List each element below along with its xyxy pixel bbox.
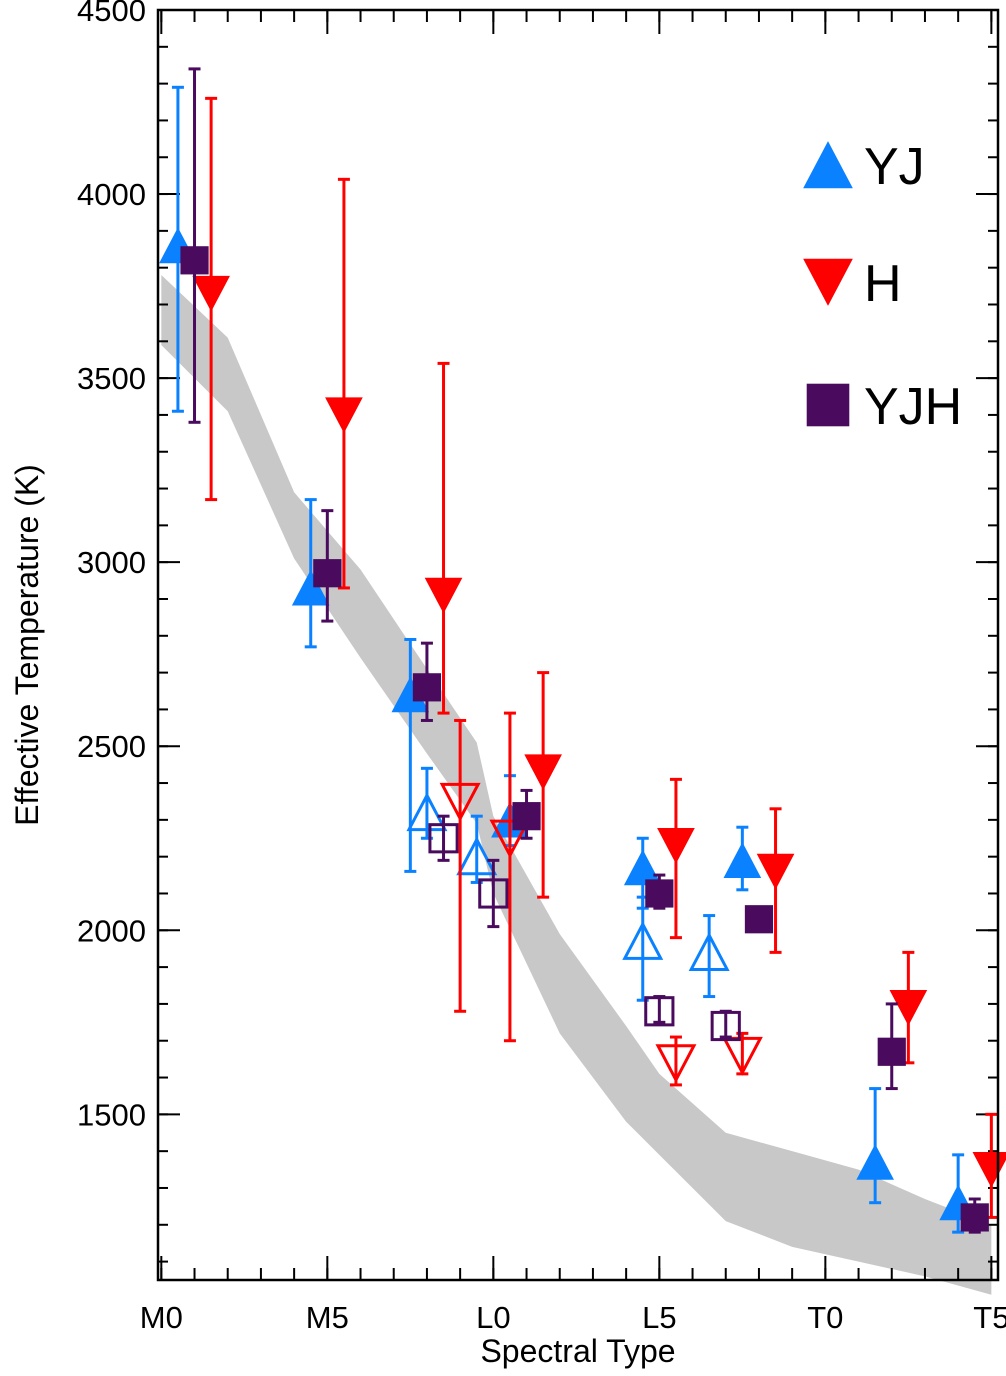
- y-tick-label: 1500: [77, 1097, 146, 1132]
- data-points-layer: [159, 67, 1006, 1234]
- marker-triangle-up: [623, 849, 662, 886]
- data-point-yjh: [412, 641, 442, 722]
- data-point-h: [192, 96, 230, 502]
- data-point-yjh: [710, 1009, 741, 1042]
- x-tick-label: M0: [140, 1300, 183, 1335]
- y-tick-label: 2500: [77, 729, 146, 764]
- legend-label: YJ: [864, 138, 925, 196]
- data-point-h: [424, 361, 463, 715]
- data-point-h: [889, 950, 928, 1065]
- data-point-h: [972, 1112, 1006, 1219]
- data-point-yj: [856, 1087, 894, 1205]
- x-tick-label: L0: [476, 1300, 510, 1335]
- data-point-yjh: [744, 905, 774, 934]
- legend-label: H: [864, 255, 902, 313]
- temperature-band-layer: [161, 275, 992, 1295]
- marker-triangle-up: [856, 1144, 894, 1180]
- data-point-yjh: [960, 1197, 989, 1234]
- data-point-h: [655, 1035, 697, 1087]
- data-point-h: [657, 777, 695, 940]
- marker-triangle-up: [406, 792, 448, 832]
- legend-label: YJH: [864, 378, 962, 436]
- data-point-h: [524, 671, 562, 899]
- axis-ticks-layer: M0 M5 L0 L5 T0 T5 1500 2000 2500 3000 3500 4000 4500: [77, 0, 1006, 1335]
- marker-triangle-up: [456, 836, 498, 876]
- y-axis-title: Effective Temperature (K): [9, 464, 45, 826]
- data-point-yjh: [478, 858, 509, 929]
- marker-triangle-down: [972, 1151, 1006, 1188]
- marker-square: [644, 996, 675, 1027]
- data-point-yjh: [512, 788, 541, 840]
- y-tick-label: 4500: [77, 0, 146, 28]
- legend-entry-yj: YJ: [803, 138, 925, 196]
- marker-square: [428, 823, 459, 854]
- data-point-yj: [406, 766, 448, 840]
- data-point-h: [439, 718, 481, 1013]
- marker-triangle-up: [688, 932, 730, 971]
- marker-square: [877, 1037, 906, 1066]
- legend-marker-triangle-down: [803, 258, 853, 306]
- data-point-h: [721, 1031, 763, 1076]
- plot-frame: [156, 8, 1000, 1282]
- data-point-yjh: [313, 509, 342, 623]
- legend-entry-h: H: [803, 255, 902, 313]
- marker-square: [313, 559, 342, 588]
- x-tick-label: T0: [807, 1300, 843, 1335]
- marker-square: [180, 246, 209, 275]
- temperature-band: [161, 275, 992, 1295]
- marker-triangle-down: [721, 1036, 763, 1076]
- y-tick-label: 3000: [77, 545, 146, 580]
- marker-triangle-up: [723, 842, 762, 878]
- y-tick-label: 3500: [77, 361, 146, 396]
- marker-triangle-up: [291, 569, 330, 606]
- y-tick-label: 2000: [77, 913, 146, 948]
- data-point-yjh: [877, 1002, 906, 1091]
- x-axis-title: Spectral Type: [480, 1333, 675, 1369]
- marker-triangle-down: [756, 853, 795, 890]
- data-point-yjh: [644, 995, 675, 1027]
- marker-square: [478, 878, 509, 909]
- marker-square: [744, 905, 774, 934]
- marker-triangle-down: [655, 1044, 697, 1084]
- data-point-yjh: [645, 873, 674, 910]
- x-tick-label: L5: [642, 1300, 676, 1335]
- data-point-yj: [622, 895, 664, 1002]
- marker-square: [710, 1010, 741, 1042]
- data-point-h: [756, 807, 795, 954]
- marker-triangle-down: [489, 819, 531, 859]
- marker-triangle-down: [424, 577, 463, 614]
- marker-triangle-down: [192, 275, 230, 312]
- marker-triangle-down: [524, 754, 562, 791]
- marker-square: [512, 802, 541, 831]
- data-point-yj: [291, 498, 330, 649]
- marker-triangle-down: [439, 782, 481, 822]
- marker-square: [645, 879, 674, 908]
- marker-square: [412, 673, 442, 702]
- data-point-yj: [391, 637, 430, 873]
- legend-marker-triangle-up: [803, 141, 853, 189]
- legend-entry-yjh: YJH: [806, 378, 962, 436]
- marker-triangle-down: [325, 397, 363, 434]
- data-point-yjh: [428, 814, 459, 862]
- data-point-yj: [688, 914, 730, 999]
- y-tick-label: 4000: [77, 177, 146, 212]
- marker-triangle-down: [657, 828, 695, 864]
- x-tick-label: T5: [973, 1300, 1006, 1335]
- data-point-h: [325, 177, 363, 590]
- marker-triangle-up: [622, 921, 664, 960]
- legend-marker-square: [806, 383, 850, 427]
- marker-square: [960, 1203, 989, 1232]
- marker-triangle-down: [889, 989, 928, 1026]
- x-tick-label: M5: [306, 1300, 349, 1335]
- data-point-h: [489, 711, 531, 1043]
- data-point-yj: [723, 825, 762, 892]
- data-point-yjh: [180, 67, 209, 424]
